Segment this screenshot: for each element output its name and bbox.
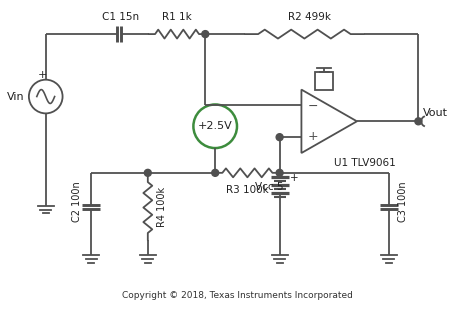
Text: C2 100n: C2 100n [73,181,82,222]
Text: +: + [38,70,47,80]
Text: R3 100k: R3 100k [226,185,269,195]
Text: R1 1k: R1 1k [162,12,192,22]
Text: Copyright © 2018, Texas Instruments Incorporated: Copyright © 2018, Texas Instruments Inco… [121,291,353,300]
Circle shape [202,30,209,38]
Circle shape [212,169,219,176]
Circle shape [276,169,283,176]
Text: −: − [307,100,318,113]
Text: R4 100k: R4 100k [157,187,167,227]
Text: Vcc 5: Vcc 5 [255,182,283,192]
Text: +2.5V: +2.5V [198,121,233,131]
Text: Vout: Vout [423,108,448,118]
Circle shape [276,134,283,141]
Text: +: + [307,130,318,143]
Text: C1 15n: C1 15n [102,12,140,22]
Text: C3 100n: C3 100n [398,181,408,222]
Circle shape [415,118,422,125]
Text: Vin: Vin [7,91,25,101]
Text: U1 TLV9061: U1 TLV9061 [334,158,396,168]
Text: R2 499k: R2 499k [288,12,331,22]
Text: +: + [290,173,298,183]
Circle shape [145,169,151,176]
